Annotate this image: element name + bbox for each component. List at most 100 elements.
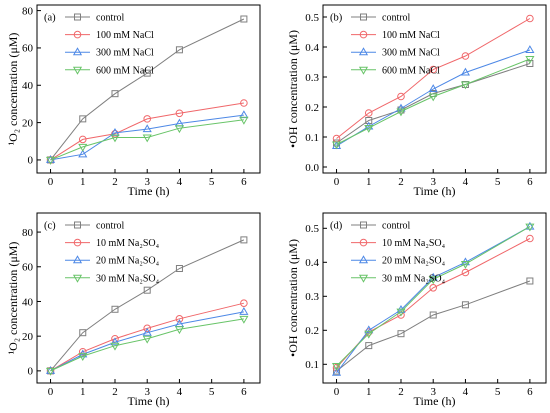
- x-tick-label: 6: [241, 176, 247, 188]
- x-tick-label: 1: [366, 386, 372, 398]
- legend-marker: [72, 66, 83, 75]
- series-line-control: [336, 280, 531, 372]
- data-point-control-5: [240, 236, 248, 244]
- legend-label: 10 mM Na₂SO₄: [382, 238, 446, 249]
- plot-frame: [322, 4, 547, 174]
- data-point-100-mm-nacl-5: [240, 99, 248, 107]
- legend-marker: [358, 255, 369, 264]
- data-point-600-mm-nacl-3: [428, 93, 438, 102]
- data-point-30-mm-na-so-3: [142, 335, 152, 344]
- data-point-600-mm-nacl-2: [110, 134, 120, 143]
- y-tick-label: 0.3: [305, 291, 319, 303]
- series-line-20-mm-na-so: [336, 226, 531, 374]
- data-point-30-mm-na-so-1: [364, 330, 374, 339]
- legend-marker: [72, 255, 83, 264]
- series-line-30-mm-na-so: [50, 318, 244, 372]
- y-axis-title: •OH concentration (μM): [286, 30, 300, 148]
- data-point-30-mm-na-so-0: [331, 363, 342, 371]
- data-point-300-mm-nacl-5: [239, 110, 249, 119]
- panel-label: (d): [330, 221, 343, 232]
- data-point-100-mm-nacl-4: [175, 109, 184, 118]
- legend-label: 30 mM Na₂SO₄: [382, 273, 446, 284]
- legend-label: control: [382, 221, 411, 232]
- x-tick-label: 4: [463, 386, 469, 398]
- x-tick-label: 5: [209, 176, 215, 188]
- data-point-30-mm-na-so-2: [396, 308, 406, 317]
- legend-marker: [359, 238, 368, 247]
- data-point-300-mm-nacl-5: [525, 45, 535, 53]
- series-line-600-mm-nacl: [50, 119, 244, 161]
- y-tick-label: 80: [22, 227, 34, 239]
- legend-marker: [72, 47, 83, 56]
- x-axis-title: Time (h): [414, 184, 456, 198]
- series-line-20-mm-na-so: [50, 311, 244, 372]
- panel-label: (c): [44, 221, 56, 232]
- x-tick-label: 5: [209, 386, 215, 398]
- legend-label: 300 mM NaCl: [382, 48, 440, 59]
- data-point-control-2: [111, 90, 119, 98]
- data-point-600-mm-nacl-2: [396, 108, 406, 117]
- data-point-control-4: [175, 265, 183, 273]
- legend-label: 100 mM NaCl: [382, 30, 440, 41]
- y-tick-label: 0.5: [305, 12, 319, 24]
- data-point-control-5: [526, 277, 534, 285]
- data-point-10-mm-na-so-4: [461, 268, 470, 277]
- y-tick-label: 60: [22, 43, 34, 55]
- data-point-600-mm-nacl-0: [331, 141, 342, 150]
- legend-marker: [359, 30, 368, 39]
- legend-label: 100 mM NaCl: [96, 30, 154, 41]
- data-point-control-2: [397, 330, 405, 338]
- panel-b: 0 1 2 3 4 5 6 0.0 0.1 0.2 0.3 0.4 0.5 control 100 mM N…: [286, 4, 547, 198]
- data-point-30-mm-na-so-5: [239, 315, 249, 324]
- legend-label: 300 mM NaCl: [96, 48, 154, 59]
- data-point-100-mm-nacl-4: [461, 52, 470, 60]
- data-point-300-mm-nacl-4: [460, 67, 471, 76]
- y-tick-label: 0.4: [305, 257, 319, 269]
- data-point-10-mm-na-so-1: [78, 347, 87, 356]
- legend-marker: [360, 13, 367, 21]
- data-point-100-mm-nacl-2: [397, 92, 405, 101]
- legend-label: control: [96, 13, 125, 24]
- y-tick-label: 80: [22, 5, 34, 17]
- x-tick-label: 4: [177, 176, 183, 188]
- x-tick-label: 4: [463, 176, 469, 188]
- x-tick-label: 1: [366, 176, 372, 188]
- x-tick-label: 0: [48, 386, 54, 398]
- data-point-300-mm-nacl-3: [142, 124, 152, 133]
- data-point-10-mm-na-so-4: [175, 315, 184, 323]
- data-point-100-mm-nacl-3: [429, 65, 438, 74]
- legend-marker: [360, 221, 367, 229]
- legend-label: 600 mM NaCl: [382, 65, 440, 76]
- data-point-control-4: [461, 301, 469, 309]
- data-point-300-mm-nacl-1: [78, 149, 88, 158]
- data-point-600-mm-nacl-4: [460, 81, 471, 90]
- legend-marker: [358, 274, 369, 283]
- data-point-100-mm-nacl-1: [78, 135, 87, 144]
- x-tick-label: 6: [527, 386, 533, 398]
- data-point-20-mm-na-so-5: [239, 306, 249, 315]
- y-tick-label: 60: [22, 262, 34, 274]
- legend-label: control: [382, 13, 411, 24]
- legend-marker: [72, 274, 83, 283]
- data-point-600-mm-nacl-3: [142, 134, 152, 143]
- data-point-10-mm-na-so-5: [526, 234, 534, 243]
- y-tick-label: 0.3: [305, 72, 319, 84]
- data-point-20-mm-na-so-5: [525, 221, 535, 230]
- y-tick-label: 20: [22, 331, 34, 343]
- x-axis-title: Time (h): [128, 184, 170, 198]
- plot-frame: [36, 212, 261, 384]
- data-point-600-mm-nacl-0: [45, 156, 56, 165]
- legend-marker: [358, 66, 369, 75]
- data-point-control-3: [143, 286, 151, 294]
- legend-label: 10 mM Na₂SO₄: [96, 238, 160, 249]
- panel-d: 0 1 2 3 4 5 6 0.1 0.2 0.3 0.4 0.5 control 10 mM Na₂SO…: [286, 212, 547, 408]
- data-point-30-mm-na-so-5: [525, 223, 535, 232]
- y-axis-title: ¹O₂ concentration (μM): [6, 242, 20, 355]
- series-line-600-mm-nacl: [336, 58, 531, 145]
- data-point-10-mm-na-so-3: [429, 284, 438, 292]
- data-point-10-mm-na-so-5: [240, 299, 248, 308]
- data-point-control-5: [526, 60, 534, 67]
- y-tick-label: 0: [28, 366, 34, 378]
